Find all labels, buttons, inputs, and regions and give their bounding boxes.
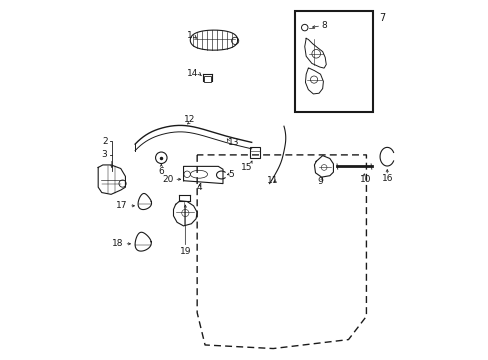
Text: 6: 6	[158, 167, 164, 176]
Text: 13: 13	[228, 138, 240, 147]
Text: 3: 3	[102, 150, 107, 159]
Text: 15: 15	[240, 163, 251, 172]
Text: 5: 5	[228, 170, 234, 179]
Text: 2: 2	[102, 137, 107, 146]
Text: 4: 4	[197, 183, 202, 192]
Text: 7: 7	[378, 13, 385, 23]
Bar	[250, 147, 259, 158]
Bar	[294, 12, 372, 112]
Text: 20: 20	[162, 175, 173, 184]
Text: 8: 8	[321, 21, 326, 30]
Text: 1: 1	[187, 31, 192, 40]
Text: 16: 16	[381, 174, 392, 183]
Text: 14: 14	[187, 69, 198, 78]
Text: 17: 17	[116, 201, 128, 210]
Text: 9: 9	[317, 177, 323, 186]
Text: 18: 18	[112, 239, 123, 248]
Text: 12: 12	[184, 114, 195, 123]
Text: 11: 11	[266, 176, 278, 185]
Bar	[203, 76, 210, 82]
Text: 10: 10	[359, 175, 371, 184]
Text: 19: 19	[179, 247, 191, 256]
